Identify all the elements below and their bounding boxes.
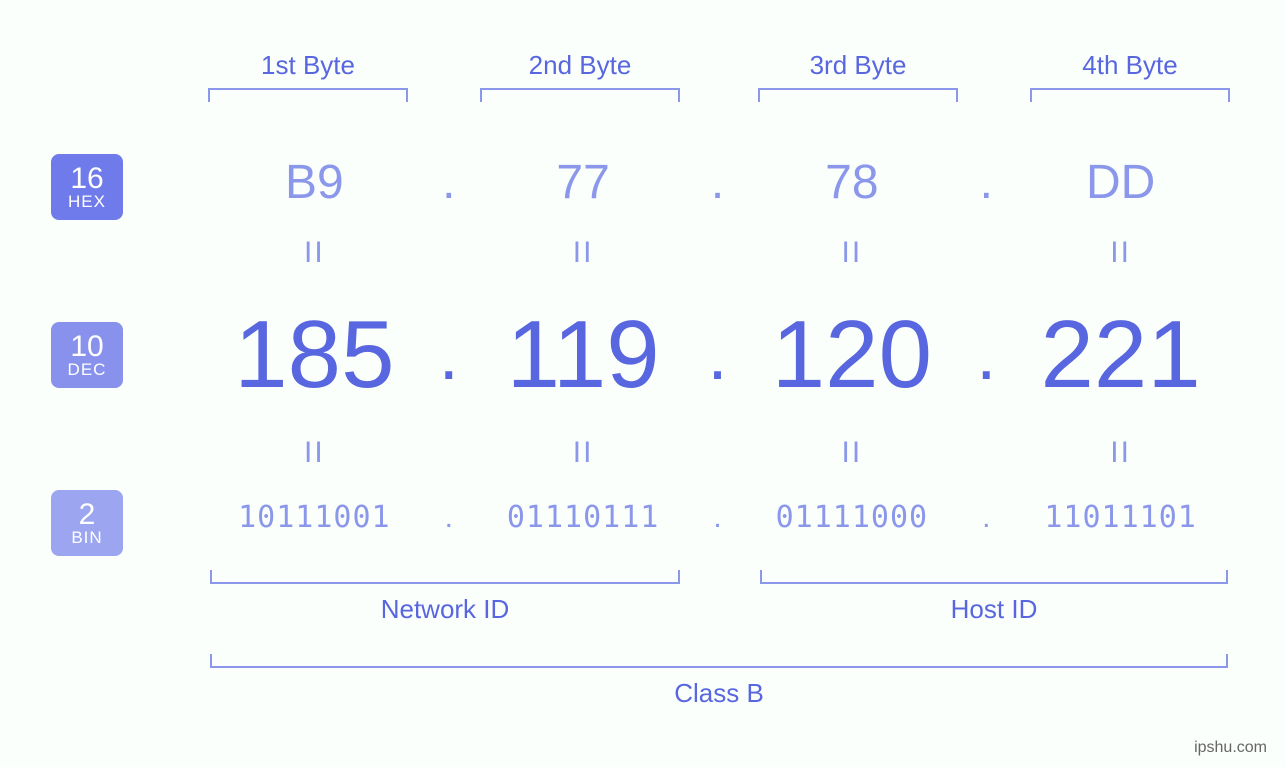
byte-header-3: 3rd Byte [748,50,968,81]
byte-bracket-1 [208,88,408,102]
class-bracket [210,654,1228,668]
dec-byte-1: 185 [200,300,429,410]
byte-header-1: 1st Byte [198,50,418,81]
separator-dot: . [698,155,738,210]
separator-dot: . [698,501,738,535]
badge-dec-label: DEC [68,361,107,379]
separator-dot: . [698,314,738,396]
equals-icon: II [200,236,429,270]
badge-bin: 2 BIN [51,490,123,556]
badge-dec: 10 DEC [51,322,123,388]
dec-row: 185 . 119 . 120 . 221 [200,300,1235,410]
badge-bin-label: BIN [71,529,102,547]
dec-byte-4: 221 [1006,300,1235,410]
equals-icon: II [1006,436,1235,470]
separator-dot: . [429,314,469,396]
byte-bracket-2 [480,88,680,102]
hex-byte-3: 78 [738,155,967,210]
class-label: Class B [210,678,1228,709]
separator-dot: . [429,501,469,535]
hex-row: B9 . 77 . 78 . DD [200,155,1235,210]
host-id-label: Host ID [760,594,1228,625]
host-id-bracket [760,570,1228,584]
equals-row-dec-bin: II II II II [200,436,1235,470]
equals-icon: II [469,236,698,270]
byte-bracket-4 [1030,88,1230,102]
dec-byte-2: 119 [469,300,698,410]
separator-dot: . [966,155,1006,210]
hex-byte-2: 77 [469,155,698,210]
separator-dot: . [966,314,1006,396]
network-id-bracket [210,570,680,584]
network-id-label: Network ID [210,594,680,625]
bin-byte-4: 11011101 [1006,500,1235,535]
badge-bin-base: 2 [79,499,96,531]
byte-header-2: 2nd Byte [470,50,690,81]
bin-byte-2: 01110111 [469,500,698,535]
badge-dec-base: 10 [70,331,103,363]
watermark: ipshu.com [1194,739,1267,757]
byte-header-4: 4th Byte [1020,50,1240,81]
equals-row-hex-dec: II II II II [200,236,1235,270]
bin-row: 10111001 . 01110111 . 01111000 . 1101110… [200,500,1235,535]
bin-byte-3: 01111000 [738,500,967,535]
dec-byte-3: 120 [738,300,967,410]
equals-icon: II [738,436,967,470]
hex-byte-1: B9 [200,155,429,210]
equals-icon: II [738,236,967,270]
badge-hex: 16 HEX [51,154,123,220]
badge-hex-base: 16 [70,163,103,195]
hex-byte-4: DD [1006,155,1235,210]
bin-byte-1: 10111001 [200,500,429,535]
ip-diagram: 16 HEX 10 DEC 2 BIN 1st Byte 2nd Byte 3r… [0,0,1285,767]
badge-hex-label: HEX [68,193,106,211]
equals-icon: II [200,436,429,470]
separator-dot: . [429,155,469,210]
separator-dot: . [966,501,1006,535]
byte-bracket-3 [758,88,958,102]
equals-icon: II [469,436,698,470]
equals-icon: II [1006,236,1235,270]
